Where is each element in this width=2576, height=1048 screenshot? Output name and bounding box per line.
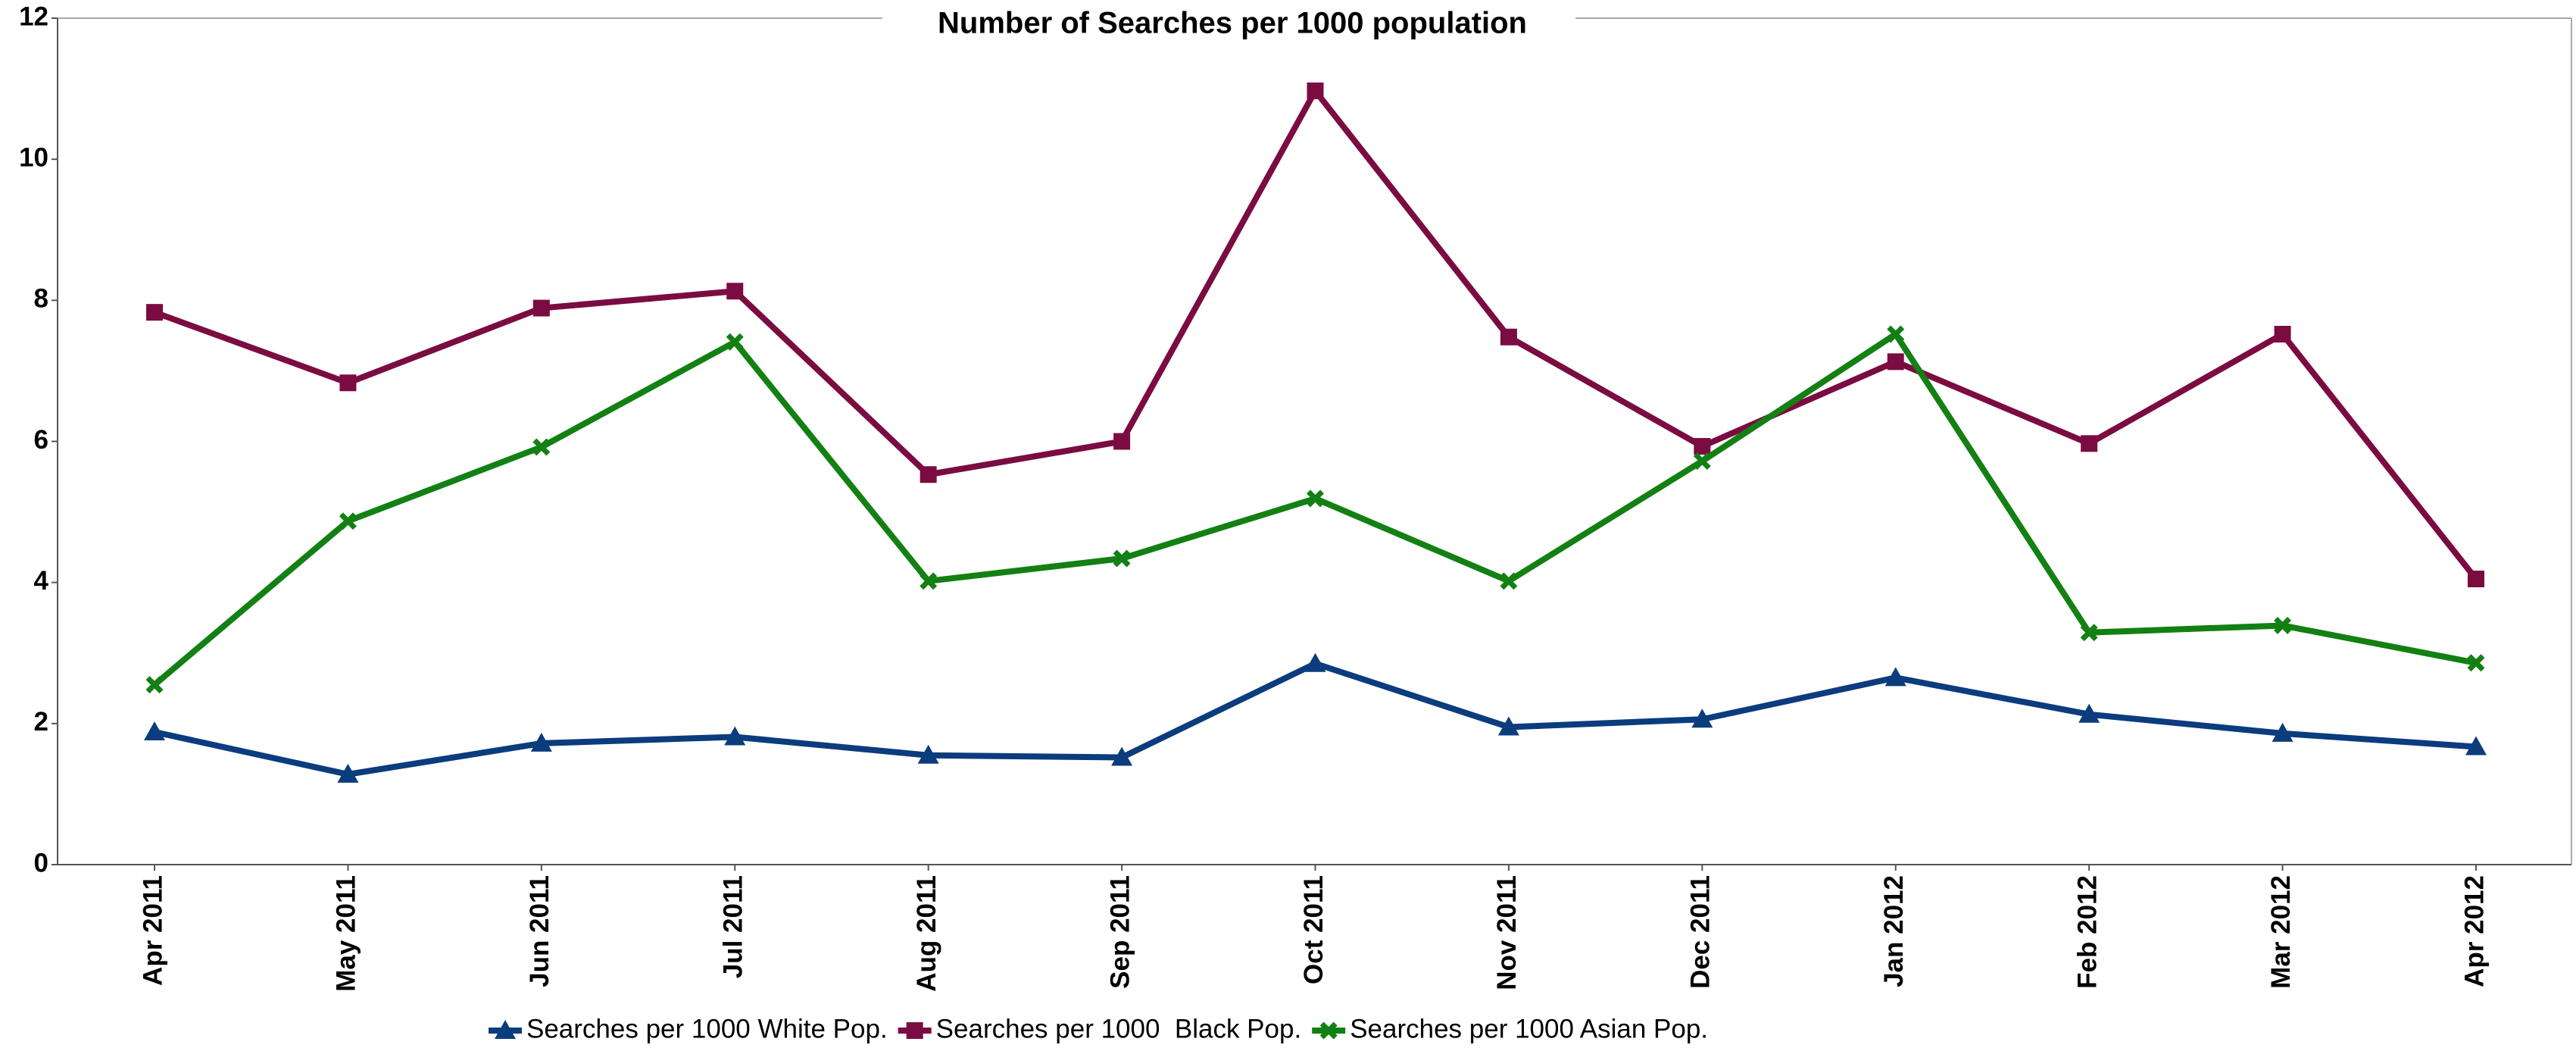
x-tick-label: Sep 2011 — [1105, 875, 1135, 989]
point-marker — [1307, 490, 1324, 508]
point-marker — [2468, 571, 2484, 588]
point-marker — [2078, 703, 2100, 723]
series-line — [153, 87, 2479, 581]
y-tick-label: 10 — [19, 142, 48, 172]
x-tick-label: Aug 2011 — [912, 875, 941, 992]
y-tick-label: 2 — [34, 707, 48, 737]
point-marker — [532, 438, 551, 456]
y-tick-label: 8 — [34, 284, 48, 314]
point-marker — [724, 726, 746, 746]
x-tick-label: Nov 2011 — [1492, 875, 1522, 990]
point-marker — [1884, 667, 1906, 687]
point-marker — [146, 304, 163, 321]
x-tick-label: Jul 2011 — [719, 875, 748, 978]
point-marker — [1319, 1021, 1338, 1040]
point-marker — [2467, 654, 2485, 672]
point-marker — [1887, 325, 1905, 343]
y-tick-label: 4 — [34, 566, 49, 596]
point-marker — [2465, 736, 2487, 755]
point-marker — [145, 676, 164, 694]
point-marker — [2274, 616, 2292, 634]
y-tick-label: 6 — [34, 425, 48, 455]
x-tick-label: Mar 2012 — [2266, 875, 2296, 989]
point-marker — [920, 466, 937, 483]
legend-label: Searches per 1000 Asian Pop. — [1350, 1014, 1708, 1043]
x-tick-label: Jun 2011 — [525, 875, 554, 987]
point-marker — [1500, 572, 1518, 590]
point-marker — [917, 744, 939, 764]
point-marker — [1887, 353, 1904, 371]
point-marker — [1694, 438, 1711, 455]
y-tick-label: 12 — [19, 2, 48, 31]
x-tick-label: Apr 2012 — [2459, 875, 2489, 987]
point-marker — [495, 1020, 516, 1039]
point-marker — [1500, 328, 1517, 346]
point-marker — [1113, 433, 1131, 450]
x-tick-label: Apr 2011 — [138, 875, 167, 986]
y-tick-label: 0 — [34, 848, 48, 878]
point-marker — [1304, 652, 1326, 672]
point-marker — [920, 572, 938, 590]
point-marker — [1693, 452, 1711, 471]
point-marker — [532, 299, 550, 317]
title-background — [882, 0, 1575, 45]
legend-item: Searches per 1000 Asian Pop. — [1312, 1014, 1708, 1043]
point-marker — [2080, 624, 2098, 642]
point-marker — [2081, 435, 2098, 452]
point-marker — [726, 283, 744, 300]
legend-item: Searches per 1000 White Pop. — [489, 1014, 888, 1043]
point-marker — [2274, 326, 2291, 343]
point-marker — [2272, 722, 2293, 742]
legend-label: Searches per 1000 White Pop. — [526, 1014, 888, 1043]
point-marker — [144, 721, 165, 741]
point-marker — [726, 333, 744, 351]
point-marker — [1113, 549, 1131, 568]
x-tick-label: Jan 2012 — [1879, 875, 1909, 987]
point-marker — [337, 763, 359, 783]
point-marker — [1111, 746, 1133, 766]
x-tick-label: Dec 2011 — [1686, 875, 1716, 989]
point-marker — [1307, 82, 1324, 99]
point-marker — [906, 1022, 923, 1039]
point-marker — [339, 374, 357, 392]
point-marker — [339, 512, 357, 530]
x-tick-label: May 2011 — [332, 875, 361, 992]
legend-label: Searches per 1000 Black Pop. — [936, 1014, 1302, 1043]
point-marker — [1497, 716, 1519, 736]
legend-item: Searches per 1000 Black Pop. — [898, 1014, 1302, 1043]
point-marker — [530, 732, 552, 752]
series-line — [152, 331, 2477, 687]
x-tick-label: Feb 2012 — [2072, 875, 2102, 989]
point-marker — [1691, 709, 1713, 728]
series-line — [154, 660, 2477, 777]
x-tick-label: Oct 2011 — [1299, 875, 1329, 984]
chart-title: Number of Searches per 1000 population — [938, 7, 1527, 40]
